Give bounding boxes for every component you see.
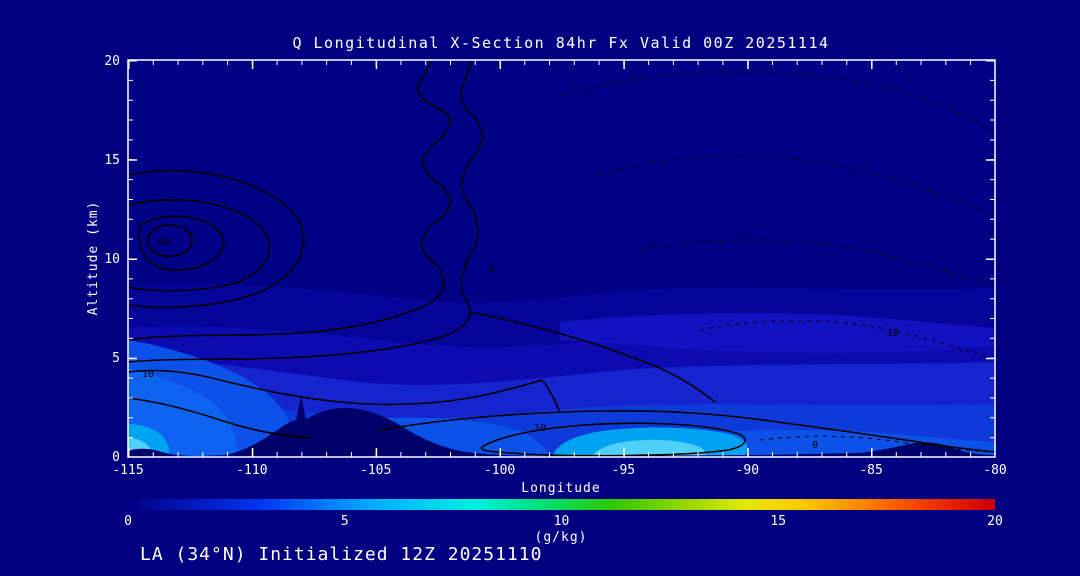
- colorbar-tick-label: 0: [124, 514, 132, 529]
- y-tick-label: 10: [104, 252, 120, 267]
- contour-low-left: [128, 369, 561, 413]
- x-axis-label: Longitude: [521, 481, 600, 496]
- line-contours: 10 0 10 10 40 0: [128, 60, 995, 457]
- x-tick-label: -115: [112, 463, 143, 478]
- colorbar-tick-label: 15: [770, 514, 786, 529]
- colorbar-tick-label: 20: [987, 514, 1003, 529]
- contour-label: 40: [158, 237, 170, 248]
- x-tick-labels: -115 -110 -105 -100 -95 -90 -85 -80: [112, 463, 1006, 478]
- contour-label: 0: [812, 440, 818, 451]
- y-tick-label: 0: [112, 450, 120, 465]
- y-tick-label: 20: [104, 54, 120, 69]
- x-tick-label: -90: [736, 463, 759, 478]
- contour-ring-3: [138, 215, 225, 271]
- y-tick-label: 5: [112, 351, 120, 366]
- contour-trough-1: [128, 60, 452, 341]
- y-axis-label: Altitude (km): [86, 201, 101, 316]
- colorbar-units-label: (g/kg): [535, 530, 588, 545]
- contour-label: 10: [887, 328, 899, 339]
- contour-low-left-2: [128, 397, 311, 439]
- x-tick-label: -110: [236, 463, 267, 478]
- filled-stripe-midright: [560, 313, 995, 353]
- x-tick-label: -95: [612, 463, 635, 478]
- colorbar-tick-label: 5: [341, 514, 349, 529]
- contour-label: 0: [489, 264, 495, 275]
- contour-bottom-long: [379, 410, 995, 453]
- contour-label: 10: [142, 369, 154, 380]
- contour-ring-2: [128, 199, 271, 292]
- y-tick-label: 15: [104, 153, 120, 168]
- contour-label: 10: [534, 423, 546, 434]
- init-info-text: LA (34°N) Initialized 12Z 20251110: [140, 544, 542, 565]
- chart-title: Q Longitudinal X-Section 84hr Fx Valid 0…: [292, 34, 829, 52]
- axes: [127, 59, 996, 458]
- contour-mid-descend: [469, 311, 716, 403]
- x-tick-label: -80: [983, 463, 1006, 478]
- y-tick-labels: 0 5 10 15 20: [104, 54, 120, 465]
- contour-dashed-4: [699, 320, 991, 359]
- x-tick-label: -85: [859, 463, 882, 478]
- filled-contour-field: [128, 60, 995, 457]
- x-tick-label: -105: [360, 463, 391, 478]
- terrain-silhouette: [128, 396, 995, 457]
- contour-trough-2: [128, 60, 484, 363]
- colorbar-gradient-bar: [128, 499, 995, 510]
- colorbar: 0 5 10 15 20 (g/kg): [124, 499, 1003, 545]
- x-tick-label: -100: [484, 463, 515, 478]
- filled-cyan-mid-core: [592, 439, 706, 457]
- contour-dashed-3: [639, 239, 991, 286]
- colorbar-tick-label: 10: [554, 514, 570, 529]
- contour-ring-outer: [128, 169, 305, 309]
- contour-ring-inner: [147, 224, 193, 257]
